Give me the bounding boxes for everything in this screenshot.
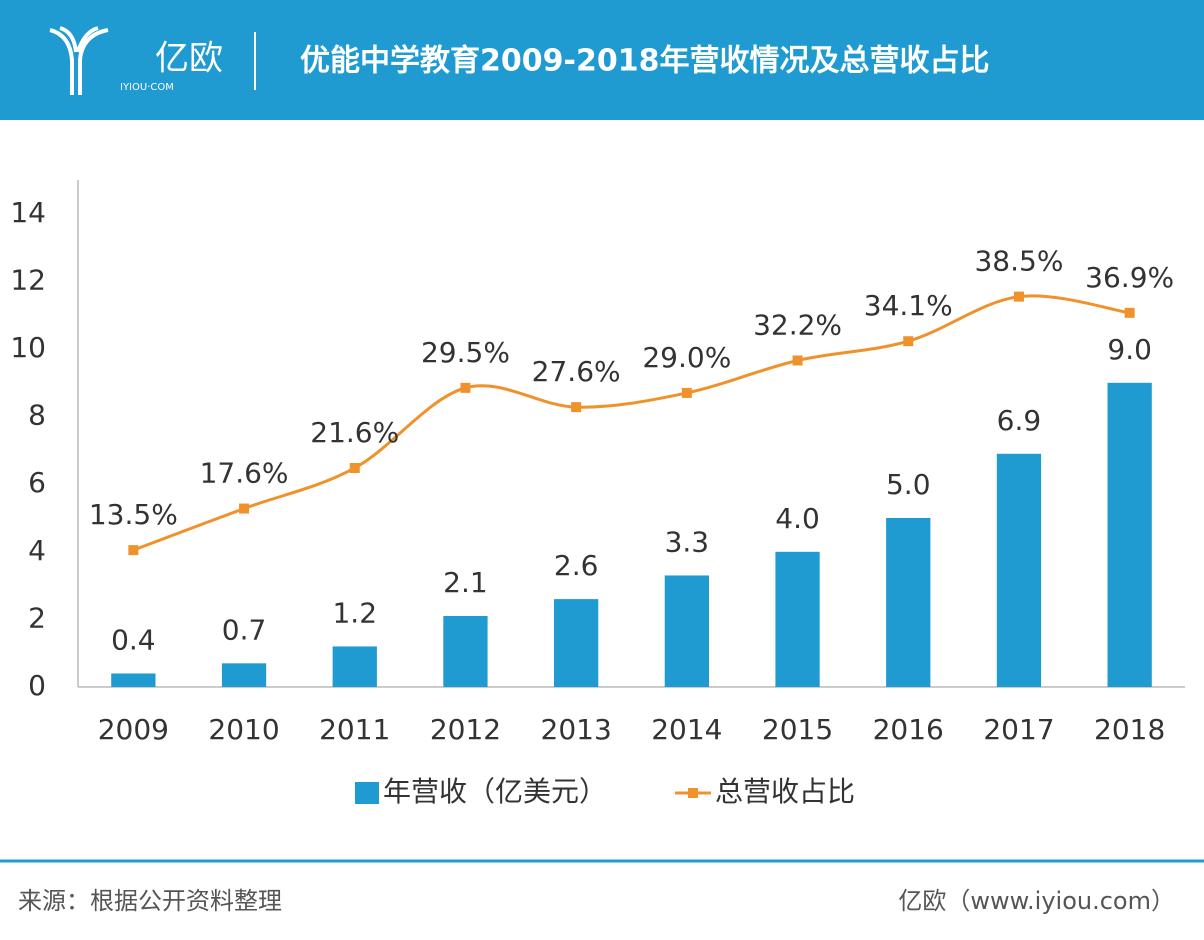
- data-label: 13.5%: [89, 498, 178, 531]
- bar: [554, 599, 599, 687]
- data-label: 2.6: [554, 549, 599, 582]
- footer-site: 亿欧（www.iyiou.com）: [898, 887, 1175, 915]
- y-tick-label: 6: [28, 466, 46, 499]
- line-marker: [349, 462, 360, 473]
- line-marker: [571, 402, 582, 413]
- y-tick-label: 0: [28, 669, 46, 702]
- x-tick-label: 2015: [762, 713, 833, 746]
- chart-title: 优能中学教育2009-2018年营收情况及总营收占比: [300, 44, 989, 79]
- y-tick-label: 12: [10, 263, 46, 296]
- logo-sub: IYIOU·COM: [120, 82, 174, 93]
- line-marker: [460, 382, 471, 393]
- header-bar: [0, 0, 1204, 120]
- data-label: 32.2%: [753, 308, 842, 341]
- data-label: 9.0: [1107, 333, 1152, 366]
- data-label: 38.5%: [974, 245, 1063, 278]
- line-marker: [903, 336, 914, 347]
- line-marker: [239, 503, 250, 514]
- bar: [221, 663, 267, 687]
- y-tick-label: 8: [28, 399, 46, 432]
- bar: [664, 575, 709, 687]
- legend-label: 年营收（亿美元）: [383, 775, 607, 808]
- data-label: 0.4: [111, 623, 156, 656]
- line-marker: [1013, 291, 1024, 302]
- data-label: 6.9: [997, 404, 1042, 437]
- data-label: 21.6%: [310, 416, 399, 449]
- line: [132, 294, 1130, 552]
- data-label: 27.6%: [532, 355, 621, 388]
- data-label: 34.1%: [864, 289, 953, 322]
- data-label: 36.9%: [1085, 261, 1174, 294]
- legend-label: 总营收占比: [715, 775, 855, 808]
- x-tick-label: 2010: [208, 713, 279, 746]
- data-label: 1.2: [332, 596, 377, 629]
- y-tick-label: 14: [10, 196, 46, 229]
- bar: [775, 551, 820, 687]
- data-label: 4.0: [775, 502, 820, 535]
- legend-swatch: [355, 782, 379, 804]
- y-tick-label: 10: [10, 331, 46, 364]
- x-tick-label: 2014: [651, 713, 722, 746]
- x-tick-label: 2012: [430, 713, 501, 746]
- line-marker: [792, 355, 803, 366]
- x-tick-label: 2016: [873, 713, 944, 746]
- data-label: 5.0: [886, 468, 931, 501]
- data-label: 0.7: [222, 613, 267, 646]
- data-label: 17.6%: [200, 457, 289, 490]
- line-marker: [128, 545, 139, 556]
- x-tick-label: 2009: [98, 713, 169, 746]
- y-tick-label: 4: [28, 534, 46, 567]
- footer-source: 来源：根据公开资料整理: [18, 887, 282, 915]
- bar: [443, 616, 488, 687]
- y-tick-label: 2: [28, 601, 46, 634]
- x-tick-label: 2013: [541, 713, 612, 746]
- logo-text: 亿欧: [155, 39, 223, 79]
- line-marker: [1124, 307, 1135, 318]
- data-label: 29.0%: [642, 341, 731, 374]
- legend-swatch: [688, 788, 699, 798]
- x-tick-label: 2017: [983, 713, 1054, 746]
- data-label: 2.1: [443, 566, 488, 599]
- data-label: 29.5%: [421, 336, 510, 369]
- x-tick-label: 2011: [319, 713, 390, 746]
- bar: [996, 453, 1042, 687]
- bar: [332, 646, 377, 687]
- line-marker: [681, 387, 692, 398]
- data-label: 3.3: [665, 525, 710, 558]
- bar: [1107, 382, 1152, 687]
- x-tick-label: 2018: [1094, 713, 1165, 746]
- logo-mark: [49, 26, 109, 95]
- bar: [886, 518, 931, 687]
- bar: [111, 673, 156, 687]
